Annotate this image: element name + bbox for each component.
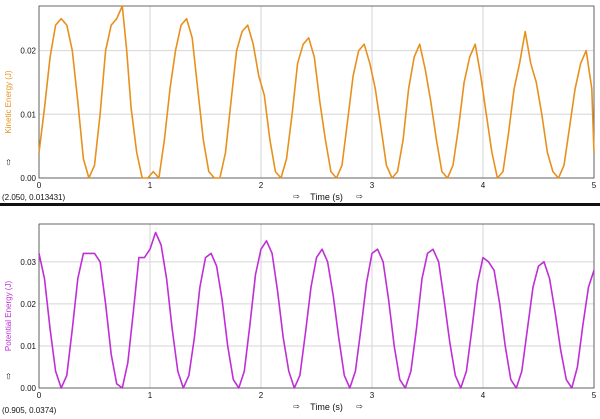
cursor-readout-kinetic: (2.050, 0.013431) [2, 193, 66, 202]
x-axis-arrow-left-icon[interactable]: ⇨ [293, 192, 300, 201]
x-tick-label: 5 [592, 391, 597, 400]
x-tick-label: 2 [259, 391, 264, 400]
x-tick-label: 1 [148, 391, 153, 400]
x-tick-label: 1 [148, 181, 153, 190]
x-axis-arrow-right-icon[interactable]: ⇨ [356, 192, 363, 201]
pane-divider[interactable] [0, 203, 600, 206]
x-axis-arrow-right-icon[interactable]: ⇨ [356, 402, 363, 411]
y-tick-label: 0.00 [20, 384, 36, 393]
x-tick-label: 4 [481, 181, 486, 190]
x-axis-label-time[interactable]: Time (s) [310, 192, 343, 202]
y-tick-label: 0.03 [20, 258, 36, 267]
x-tick-label: 0 [37, 181, 42, 190]
kinetic-energy-chart: 0.00 0.01 0.02 0 1 2 3 4 5 Kinetic Energy (J) ⇨… [4, 5, 597, 202]
y-tick-label: 0.02 [20, 47, 36, 56]
x-axis-label-time[interactable]: Time (s) [310, 402, 343, 412]
x-tick-label: 3 [370, 391, 375, 400]
x-tick-label: 2 [259, 181, 264, 190]
cursor-readout-potential: (0.905, 0.0374) [2, 406, 57, 415]
x-tick-label: 3 [370, 181, 375, 190]
y-tick-label: 0.02 [20, 300, 36, 309]
plot-frame [38, 223, 595, 389]
y-tick-label: 0.00 [20, 174, 36, 183]
x-tick-label: 5 [592, 181, 597, 190]
x-axis-arrow-left-icon[interactable]: ⇨ [293, 402, 300, 411]
y-tick-label: 0.01 [20, 342, 36, 351]
y-axis-label-potential-energy[interactable]: Potential Energy (J) [4, 281, 13, 352]
x-tick-label: 4 [481, 391, 486, 400]
y-axis-label-kinetic-energy[interactable]: Kinetic Energy (J) [4, 70, 13, 133]
y-tick-label: 0.01 [20, 110, 36, 119]
potential-energy-chart: 0.00 0.01 0.02 0.03 0 1 2 3 4 5 Potential Energy… [4, 223, 597, 412]
series-line-kinetic-energy [38, 5, 595, 179]
y-axis-arrow-icon[interactable]: ⇨ [4, 372, 13, 379]
series-line-potential-energy [38, 231, 595, 389]
y-axis-arrow-icon[interactable]: ⇨ [4, 158, 13, 165]
x-tick-label: 0 [37, 391, 42, 400]
plot-frame [38, 5, 595, 179]
